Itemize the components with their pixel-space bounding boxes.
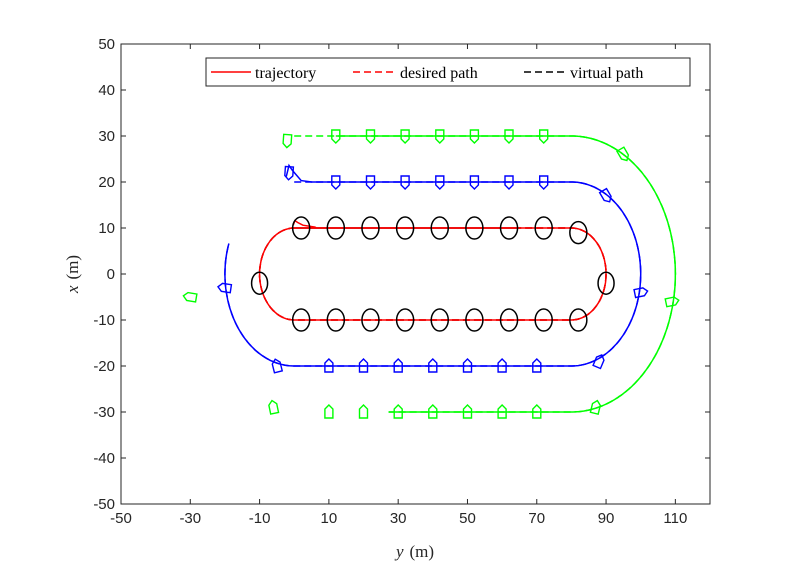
boat-marker xyxy=(271,358,284,374)
vessel-ellipse-marker xyxy=(326,308,346,332)
vessel-ellipse-marker xyxy=(430,308,450,332)
x-axis-ticks: -50 -30 -10 10 30 50 70 90 110 xyxy=(110,44,687,527)
boat-marker xyxy=(462,404,473,419)
y-axis-ticks: 50 40 30 20 10 0 -10 -20 -30 -40 -50 xyxy=(93,36,710,513)
boat-marker xyxy=(428,358,438,373)
boat-marker xyxy=(358,404,369,419)
vessel-ellipse-marker xyxy=(291,216,311,240)
x-tick-label: -30 xyxy=(179,510,201,527)
legend-label-trajectory: trajectory xyxy=(255,65,316,82)
y-tick-label: -40 xyxy=(93,450,115,467)
y-tick-label: -10 xyxy=(93,312,115,329)
curves-layer xyxy=(224,135,677,413)
boat-marker xyxy=(400,175,410,190)
vessel-ellipse-marker xyxy=(250,271,269,295)
boat-marker xyxy=(469,175,480,190)
boat-marker xyxy=(400,129,410,144)
boat-marker xyxy=(633,287,649,299)
boat-marker xyxy=(365,129,376,144)
boat-marker xyxy=(589,399,602,416)
boat-marker xyxy=(592,354,605,370)
x-tick-label: 10 xyxy=(321,510,338,527)
boat-marker xyxy=(435,175,445,190)
legend-label-desired-path: desired path xyxy=(400,65,478,82)
vessel-ellipse-marker xyxy=(499,216,519,240)
vessel-ellipse-marker xyxy=(569,308,588,332)
vessel-ellipse-marker xyxy=(465,216,484,240)
boat-marker xyxy=(539,129,549,144)
boat-marker xyxy=(532,404,542,419)
vessel-ellipse-marker xyxy=(361,308,380,332)
boat-marker xyxy=(393,358,403,373)
y-tick-label: 0 xyxy=(107,266,115,283)
vessel-ellipse-marker xyxy=(395,308,415,332)
y-tick-label: 30 xyxy=(98,128,115,145)
x-tick-label: 50 xyxy=(459,510,476,527)
boat-marker xyxy=(504,129,514,144)
boat-marker xyxy=(268,399,280,415)
boat-marker xyxy=(462,358,473,373)
plot-background xyxy=(121,44,710,504)
boat-marker xyxy=(598,187,612,203)
vessel-ellipse-marker xyxy=(361,216,380,240)
boat-marker xyxy=(331,129,341,144)
boat-marker xyxy=(428,404,438,419)
x-tick-label: 70 xyxy=(528,510,545,527)
vessel-ellipse-marker xyxy=(597,271,615,295)
y-tick-label: 50 xyxy=(98,36,115,53)
boat-marker xyxy=(532,358,542,373)
x-tick-label: -50 xyxy=(110,510,132,527)
vessel-ellipse-marker xyxy=(569,220,588,245)
x-tick-label: 90 xyxy=(598,510,615,527)
markers-layer xyxy=(182,129,680,419)
boat-marker xyxy=(497,404,507,419)
boat-marker xyxy=(393,404,403,419)
x-axis-label: y (m) xyxy=(394,542,434,561)
legend-label-virtual-path: virtual path xyxy=(570,65,643,82)
x-tick-label: 110 xyxy=(663,510,687,527)
y-tick-label: 10 xyxy=(98,220,115,237)
vessel-ellipse-marker xyxy=(291,308,311,332)
boat-marker xyxy=(615,146,630,162)
legend-box xyxy=(205,57,691,87)
boat-marker xyxy=(469,129,480,144)
vessel-ellipse-marker xyxy=(395,216,415,240)
x-tick-label: 30 xyxy=(390,510,407,527)
vessel-ellipse-marker xyxy=(534,308,553,332)
boat-marker xyxy=(324,358,334,373)
boat-marker xyxy=(365,175,376,190)
boat-marker xyxy=(539,175,549,190)
y-tick-label: 40 xyxy=(98,82,115,99)
boat-marker xyxy=(504,175,514,190)
boat-marker xyxy=(664,296,680,308)
legend: trajectory desired path virtual path xyxy=(205,57,691,87)
boat-marker xyxy=(358,358,369,373)
y-tick-label: -20 xyxy=(93,358,115,375)
boat-marker xyxy=(182,291,198,303)
x-tick-label: -10 xyxy=(249,510,271,527)
y-tick-label: 20 xyxy=(98,174,115,191)
vessel-ellipse-marker xyxy=(534,216,553,240)
vessel-ellipse-marker xyxy=(430,216,450,240)
series-line-6 xyxy=(335,135,677,413)
boat-marker xyxy=(497,358,507,373)
vessel-ellipse-marker xyxy=(465,308,484,332)
vessel-ellipse-marker xyxy=(326,216,346,240)
y-axis-label: x(m) xyxy=(63,255,82,294)
vessel-ellipse-marker xyxy=(499,308,519,332)
boat-marker xyxy=(331,175,341,190)
boat-marker xyxy=(324,404,334,419)
boat-marker xyxy=(282,133,293,149)
boat-marker xyxy=(435,129,445,144)
y-tick-label: -50 xyxy=(93,496,115,513)
boat-marker xyxy=(284,165,295,181)
y-tick-label: -30 xyxy=(93,404,115,421)
boat-marker xyxy=(216,282,233,294)
